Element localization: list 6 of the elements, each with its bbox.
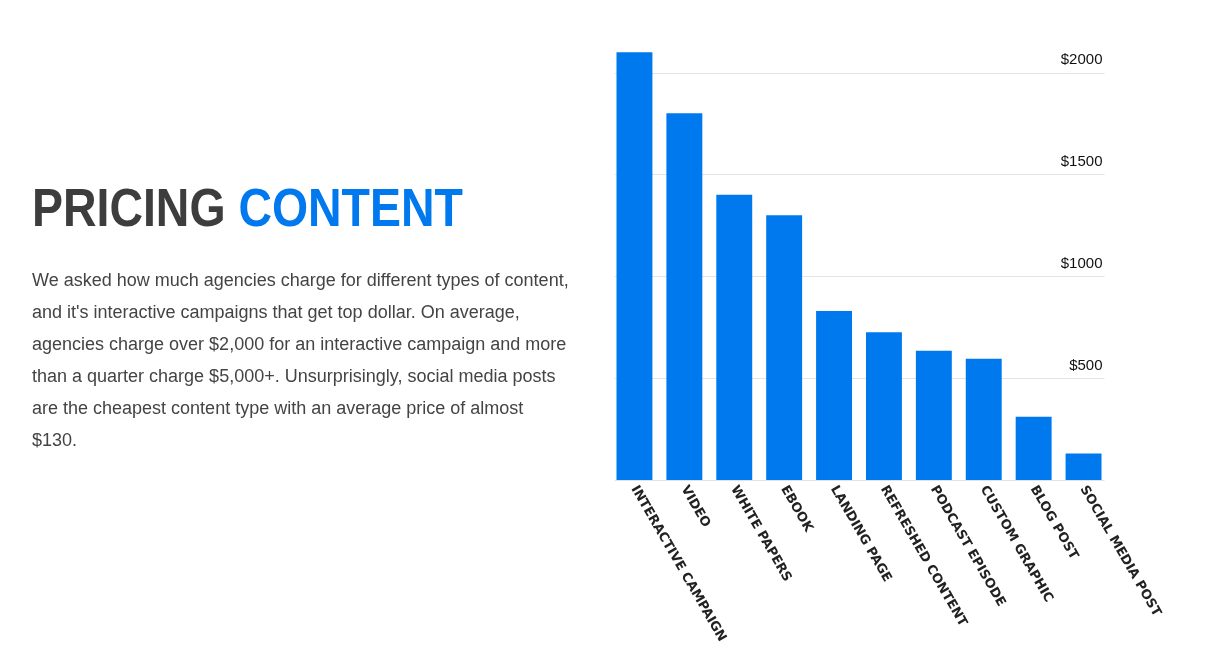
y-tick-label: $500 [1069, 355, 1103, 373]
y-tick-label: $1000 [1060, 253, 1103, 271]
text: We asked how much agencies charge for different types of content, and it's interactive campaigns that get top dollar. On average, agencies charge over $2,000 for an interactive campaign and more than a quarter charge $5,000+. Unsurprisingly, social media posts are the cheapest content type with an average price of almost $130. [32, 269, 570, 452]
text: PRICING CONTENT [32, 177, 463, 237]
y-tick-label: $2000 [1060, 50, 1103, 68]
y-tick-label: $1500 [1060, 151, 1103, 169]
